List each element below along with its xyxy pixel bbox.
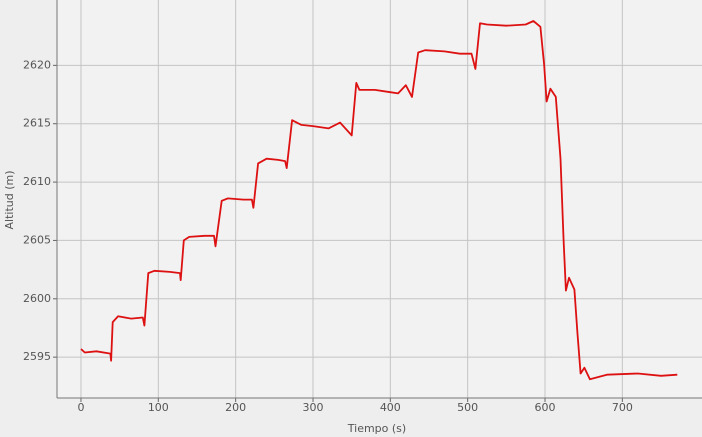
y-tick-label: 2605 [23, 233, 51, 246]
x-tick-label: 0 [77, 401, 84, 414]
plot-area [57, 0, 702, 398]
x-tick-label: 100 [148, 401, 169, 414]
data-line [80, 20, 678, 381]
x-tick-label: 600 [535, 401, 556, 414]
y-tick-label: 2595 [23, 350, 51, 363]
x-axis-title: Tiempo (s) [347, 422, 406, 435]
y-tick-label: 2600 [23, 292, 51, 305]
y-tick-label: 2615 [23, 117, 51, 130]
x-tick-label: 500 [457, 401, 478, 414]
x-tick-label: 200 [225, 401, 246, 414]
x-tick-label: 300 [302, 401, 323, 414]
x-tick-label: 400 [380, 401, 401, 414]
y-tick-label: 2610 [23, 175, 51, 188]
y-axis-title: Altitud (m) [3, 170, 16, 229]
y-tick-label: 2620 [23, 58, 51, 71]
x-tick-label: 700 [612, 401, 633, 414]
